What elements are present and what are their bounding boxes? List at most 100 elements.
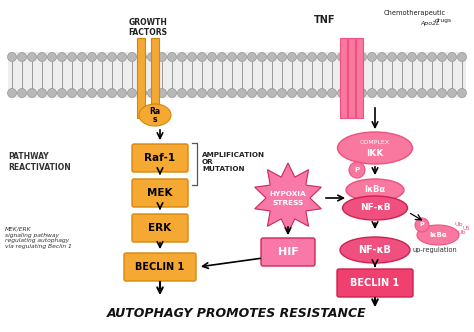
Circle shape	[157, 89, 166, 98]
Circle shape	[237, 52, 246, 61]
Circle shape	[188, 89, 197, 98]
Circle shape	[377, 89, 386, 98]
Circle shape	[438, 52, 447, 61]
Circle shape	[357, 52, 366, 61]
Circle shape	[257, 52, 266, 61]
Text: BECLIN 1: BECLIN 1	[350, 278, 400, 288]
FancyBboxPatch shape	[132, 179, 188, 207]
Text: PATHWAY
REACTIVATION: PATHWAY REACTIVATION	[8, 152, 71, 172]
Bar	[8, 52, 466, 98]
Ellipse shape	[139, 104, 171, 126]
Circle shape	[57, 52, 66, 61]
Bar	[356, 38, 364, 118]
Circle shape	[228, 52, 237, 61]
FancyBboxPatch shape	[132, 144, 188, 172]
Text: MEK/ERK
signaling pathway
regulating autophagy
via regulating Beclin 1: MEK/ERK signaling pathway regulating aut…	[5, 227, 72, 249]
Circle shape	[147, 52, 156, 61]
Circle shape	[128, 52, 137, 61]
Circle shape	[408, 52, 417, 61]
Circle shape	[198, 52, 207, 61]
Circle shape	[277, 89, 286, 98]
Text: IκBα: IκBα	[429, 232, 447, 238]
Circle shape	[377, 52, 386, 61]
Bar	[348, 38, 356, 118]
Text: AMPLIFICATION
OR
MUTATION: AMPLIFICATION OR MUTATION	[202, 152, 265, 172]
Circle shape	[408, 89, 417, 98]
Text: Apo2L: Apo2L	[420, 21, 439, 26]
Circle shape	[318, 89, 327, 98]
Circle shape	[267, 52, 276, 61]
Polygon shape	[255, 163, 321, 233]
Circle shape	[247, 52, 256, 61]
Text: MEK: MEK	[147, 188, 173, 198]
Circle shape	[18, 89, 27, 98]
Circle shape	[137, 89, 146, 98]
Circle shape	[298, 89, 307, 98]
Text: P: P	[419, 222, 424, 227]
Text: STRESS: STRESS	[273, 200, 304, 206]
Bar	[151, 38, 159, 118]
Circle shape	[347, 52, 356, 61]
Circle shape	[347, 89, 356, 98]
Circle shape	[118, 52, 127, 61]
Circle shape	[78, 52, 86, 61]
Ellipse shape	[346, 179, 404, 201]
Text: P: P	[355, 167, 360, 173]
Circle shape	[288, 52, 297, 61]
Circle shape	[418, 52, 427, 61]
Circle shape	[37, 89, 46, 98]
Circle shape	[78, 89, 86, 98]
Text: Ub: Ub	[458, 229, 466, 234]
Circle shape	[298, 52, 307, 61]
Text: Raf-1: Raf-1	[145, 153, 175, 163]
Circle shape	[137, 52, 146, 61]
Circle shape	[27, 52, 36, 61]
Text: up-regulation: up-regulation	[413, 247, 458, 253]
Circle shape	[337, 89, 346, 98]
Bar	[137, 38, 145, 118]
Text: GROWTH
FACTORS: GROWTH FACTORS	[128, 18, 167, 38]
Circle shape	[88, 52, 97, 61]
Bar	[340, 38, 347, 118]
Circle shape	[108, 89, 117, 98]
Circle shape	[318, 52, 327, 61]
Circle shape	[57, 89, 66, 98]
Circle shape	[37, 52, 46, 61]
Circle shape	[328, 89, 337, 98]
Circle shape	[277, 52, 286, 61]
Text: HIF: HIF	[278, 247, 298, 257]
Circle shape	[47, 52, 56, 61]
Circle shape	[357, 89, 366, 98]
Circle shape	[288, 89, 297, 98]
Circle shape	[447, 52, 456, 61]
Circle shape	[188, 52, 197, 61]
Circle shape	[147, 89, 156, 98]
Circle shape	[257, 89, 266, 98]
Text: IκBα: IκBα	[365, 186, 385, 195]
Circle shape	[108, 52, 117, 61]
Circle shape	[118, 89, 127, 98]
Text: s: s	[153, 115, 157, 124]
Circle shape	[218, 52, 227, 61]
Circle shape	[428, 89, 437, 98]
Text: NF-κB: NF-κB	[358, 245, 392, 255]
Text: drugs: drugs	[435, 18, 452, 23]
Circle shape	[47, 89, 56, 98]
Text: AUTOPHAGY PROMOTES RESISTANCE: AUTOPHAGY PROMOTES RESISTANCE	[107, 307, 367, 320]
Circle shape	[27, 89, 36, 98]
Text: BECLIN 1: BECLIN 1	[136, 262, 185, 272]
Circle shape	[198, 89, 207, 98]
Circle shape	[398, 52, 407, 61]
FancyBboxPatch shape	[124, 253, 196, 281]
Ellipse shape	[340, 237, 410, 263]
FancyBboxPatch shape	[132, 214, 188, 242]
Text: Ra: Ra	[149, 108, 161, 117]
Text: Chemotherapeutic: Chemotherapeutic	[384, 10, 446, 16]
Text: COMPLEX: COMPLEX	[360, 140, 390, 145]
Circle shape	[428, 52, 437, 61]
Circle shape	[98, 89, 107, 98]
Circle shape	[349, 162, 365, 178]
FancyBboxPatch shape	[337, 269, 413, 297]
Circle shape	[8, 52, 17, 61]
FancyBboxPatch shape	[261, 238, 315, 266]
